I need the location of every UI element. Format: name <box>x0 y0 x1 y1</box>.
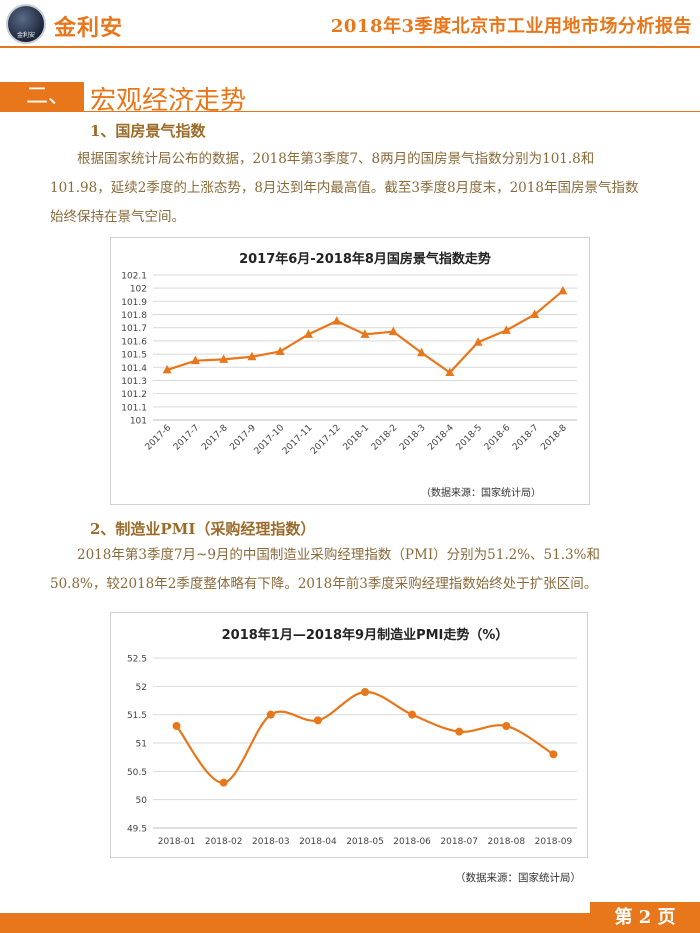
chart-housing-index-svg: 2017年6月-2018年8月国房景气指数走势 101 101.1 101.2 101.… <box>121 251 577 499</box>
y-tick-label: 50.5 <box>127 768 147 778</box>
chart-housing-index: 2017年6月-2018年8月国房景气指数走势 101 101.1 101.2 101.… <box>110 237 590 505</box>
page-header: 金利安 金利安 2018年3季度北京市工业用地市场分析报告 <box>0 0 700 48</box>
x-tick-label: 2018-02 <box>205 837 243 847</box>
subsection-2-title: 2、制造业PMI（采购经理指数） <box>90 520 316 538</box>
x-tick-label: 2018-01 <box>158 837 196 847</box>
data-point <box>455 727 464 736</box>
y-tick-label: 102.1 <box>121 272 147 282</box>
y-tick-label: 49.5 <box>127 825 147 835</box>
y-tick-label: 52.5 <box>127 655 147 665</box>
y-tick-label: 52 <box>136 683 147 693</box>
chart-pmi-source: （数据来源：国家统计局） <box>455 872 581 884</box>
x-tick-label: 2018-7 <box>511 423 541 453</box>
data-point <box>162 364 172 374</box>
data-point <box>502 722 511 730</box>
footer-bar <box>0 913 700 933</box>
data-point <box>219 354 229 363</box>
x-tick-label: 2018-6 <box>483 423 513 453</box>
y-tick-label: 51 <box>136 740 147 750</box>
data-point <box>219 778 228 787</box>
data-point <box>303 329 313 338</box>
x-tick-label: 2017-10 <box>253 423 287 457</box>
chart-source: （数据来源：国家统计局） <box>421 486 541 499</box>
x-tick-label: 2018-8 <box>539 423 569 453</box>
y-tick-label: 101.7 <box>121 324 147 334</box>
x-tick-label: 2018-05 <box>346 837 384 847</box>
x-tick-label: 2018-07 <box>440 837 478 847</box>
data-point <box>549 750 558 759</box>
y-tick-label: 50 <box>136 796 148 806</box>
x-tick-label: 2017-7 <box>172 423 202 453</box>
chart-title: 2017年6月-2018年8月国房景气指数走势 <box>239 251 491 267</box>
x-tick-label: 2018-2 <box>370 423 400 453</box>
data-point <box>361 688 369 696</box>
data-point <box>408 710 417 719</box>
x-tick-label: 2017-8 <box>200 423 230 453</box>
x-tick-label: 2018-06 <box>393 837 431 847</box>
data-point <box>172 722 181 730</box>
subsection-1-title: 1、国房景气指数 <box>90 122 206 140</box>
data-point <box>558 285 568 295</box>
data-point <box>473 337 483 346</box>
report-title: 2018年3季度北京市工业用地市场分析报告 <box>330 16 692 37</box>
data-point <box>445 367 455 377</box>
data-point <box>275 346 285 355</box>
x-tick-label: 2017-11 <box>281 423 315 457</box>
data-point <box>417 347 427 357</box>
y-tick-label: 101.6 <box>121 337 147 347</box>
y-tick-label: 51.5 <box>127 711 147 721</box>
y-tick-label: 101.9 <box>121 298 147 308</box>
chart-pmi: 2018年1月—2018年9月制造业PMI走势（%） 49.5 50 50.5 51 51… <box>110 612 588 858</box>
data-point <box>360 329 370 338</box>
company-logo: 金利安 <box>6 4 46 44</box>
x-tick-label: 2018-03 <box>252 837 290 847</box>
section-number-bar: 二、 <box>0 82 84 112</box>
y-tick-label: 101.2 <box>121 390 147 400</box>
x-tick-label: 2017-12 <box>309 423 343 457</box>
x-tick-label: 2018-04 <box>299 837 337 847</box>
y-tick-label: 101 <box>130 417 147 427</box>
y-tick-label: 101.1 <box>121 403 147 413</box>
x-tick-label: 2018-4 <box>426 423 456 453</box>
data-point <box>190 355 200 365</box>
page-number: 第 2 页 <box>590 902 700 933</box>
y-tick-label: 101.8 <box>121 311 147 321</box>
x-tick-label: 2017-6 <box>144 423 174 453</box>
x-tick-label: 2018-3 <box>398 423 428 453</box>
data-point <box>332 316 342 325</box>
series-line <box>175 690 555 784</box>
subsection-2-paragraph: 2018年第3季度7月~9月的中国制造业采购经理指数（PMI）分别为51.2%、… <box>50 547 600 592</box>
chart-title: 2018年1月—2018年9月制造业PMI走势（%） <box>222 627 509 643</box>
data-point <box>501 325 511 334</box>
data-point <box>266 710 275 719</box>
y-tick-label: 101.3 <box>121 377 147 387</box>
chart-pmi-svg: 2018年1月—2018年9月制造业PMI走势（%） 49.5 50 50.5 51 51… <box>127 627 577 847</box>
x-tick-label: 2018-08 <box>488 837 526 847</box>
y-tick-label: 101.4 <box>121 364 147 374</box>
data-point <box>530 309 540 319</box>
x-tick-label: 2018-09 <box>535 837 573 847</box>
data-point <box>388 326 398 336</box>
section-divider <box>0 111 700 112</box>
logo-text: 金利安 <box>16 32 35 39</box>
data-point <box>313 716 322 725</box>
data-point <box>247 351 257 361</box>
subsection-1-paragraph: 根据国家统计局公布的数据，2018年第3季度7、8两月的国房景气指数分别为101… <box>50 151 639 225</box>
y-tick-label: 101.5 <box>121 351 147 361</box>
section-number: 二、 <box>26 84 71 109</box>
y-tick-label: 102 <box>130 285 147 295</box>
brand-name: 金利安 <box>54 15 124 41</box>
x-tick-label: 2018-1 <box>342 423 372 453</box>
header-divider <box>0 46 700 48</box>
x-tick-label: 2018-5 <box>455 423 485 453</box>
